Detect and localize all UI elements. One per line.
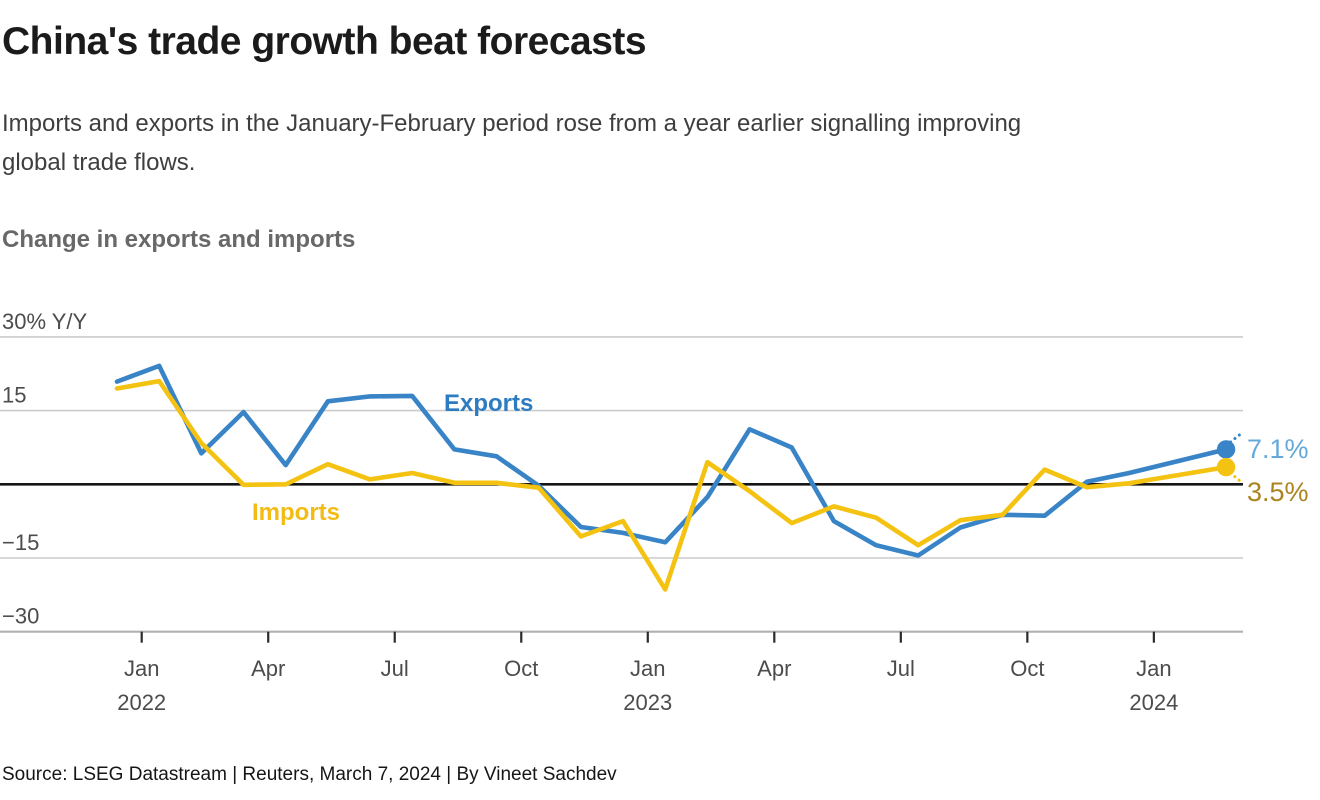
imports-end-value-label: 3.5% xyxy=(1247,477,1309,507)
x-tick-label: Oct xyxy=(504,656,538,681)
subtitle-line-1: Imports and exports in the January-Febru… xyxy=(2,110,1022,137)
x-tick-label: Jan xyxy=(124,656,159,681)
x-tick-label: Apr xyxy=(251,656,285,681)
y-tick-label: −15 xyxy=(2,530,39,555)
y-axis: 30% Y/Y 15 −15 −30 xyxy=(2,309,88,629)
subtitle-line-2: global trade flows. xyxy=(2,149,196,176)
source-attribution: Source: LSEG Datastream | Reuters, March… xyxy=(2,764,617,785)
exports-end-dot xyxy=(1216,440,1236,459)
x-tick-label: Jan xyxy=(630,656,665,681)
y-tick-label: 15 xyxy=(2,383,26,408)
exports-end-value-label: 7.1% xyxy=(1247,434,1309,464)
imports-line xyxy=(114,378,1229,592)
y-tick-label: −30 xyxy=(2,604,39,629)
x-tick-year-label: 2022 xyxy=(117,690,166,715)
x-tick-label: Jan xyxy=(1136,656,1171,681)
exports-line xyxy=(114,363,1229,558)
exports-leader-dots xyxy=(1229,433,1242,444)
imports-leader-dots xyxy=(1229,471,1242,483)
trade-growth-line-chart: Jan 2022 Apr Jul Oct Jan 2023 Apr Jul Oct Jan 2024 3… xyxy=(0,309,1309,715)
x-tick-label: Jul xyxy=(381,656,409,681)
imports-series-label: Imports xyxy=(252,499,340,526)
exports-series-label: Exports xyxy=(444,390,533,417)
page-title: China's trade growth beat forecasts xyxy=(2,20,647,63)
x-tick-label: Apr xyxy=(757,656,791,681)
imports-end-dot xyxy=(1216,457,1236,477)
x-tick-label: Oct xyxy=(1010,656,1044,681)
grid-lines xyxy=(0,336,1243,633)
x-tick-year-label: 2024 xyxy=(1129,690,1178,715)
x-axis: Jan 2022 Apr Jul Oct Jan 2023 Apr Jul Oct Jan 2024 xyxy=(117,631,1178,715)
chart-subtitle: Imports and exports in the January-Febru… xyxy=(2,104,1292,182)
chart-section-title: Change in exports and imports xyxy=(2,226,356,253)
y-tick-label: 30% Y/Y xyxy=(2,309,88,334)
x-tick-year-label: 2023 xyxy=(623,690,672,715)
x-tick-label: Jul xyxy=(887,656,915,681)
